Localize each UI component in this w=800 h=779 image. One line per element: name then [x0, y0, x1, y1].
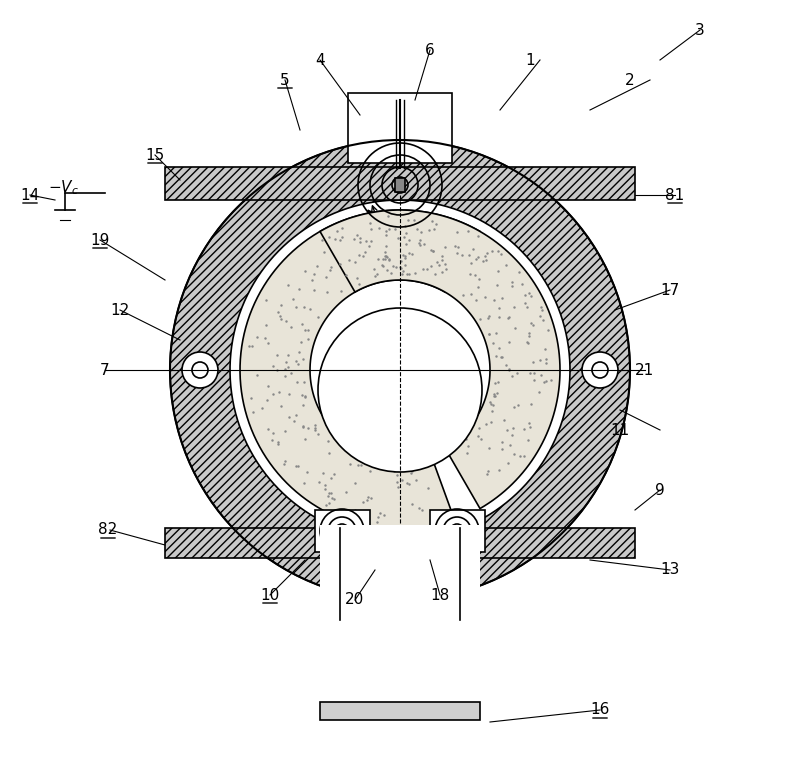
Text: $-V_c$: $-V_c$: [47, 178, 78, 197]
Polygon shape: [320, 525, 480, 620]
Text: 21: 21: [635, 362, 654, 378]
Circle shape: [582, 352, 618, 388]
Text: 14: 14: [20, 188, 40, 203]
Text: 16: 16: [590, 703, 610, 717]
Text: 13: 13: [660, 562, 680, 577]
Text: 17: 17: [660, 283, 680, 298]
Polygon shape: [165, 167, 635, 200]
Text: 82: 82: [98, 523, 118, 538]
Text: 7: 7: [100, 362, 110, 378]
Polygon shape: [320, 210, 560, 509]
Polygon shape: [170, 140, 400, 600]
Text: 19: 19: [90, 232, 110, 248]
Text: 18: 18: [430, 587, 450, 602]
Circle shape: [192, 362, 208, 378]
Text: 11: 11: [610, 422, 630, 438]
Polygon shape: [165, 528, 345, 558]
Polygon shape: [240, 210, 480, 530]
Text: 4: 4: [315, 52, 325, 68]
Text: 9: 9: [655, 482, 665, 498]
Bar: [348, 93, 452, 163]
Bar: [320, 702, 480, 720]
Circle shape: [318, 308, 482, 472]
Text: 3: 3: [695, 23, 705, 37]
Polygon shape: [400, 140, 630, 600]
Circle shape: [592, 362, 608, 378]
Text: 2: 2: [625, 72, 635, 87]
Text: 20: 20: [346, 593, 365, 608]
Text: 81: 81: [666, 188, 685, 203]
Bar: [395, 178, 405, 192]
Text: 1: 1: [525, 52, 535, 68]
Bar: [315, 510, 370, 552]
Circle shape: [182, 352, 218, 388]
Text: 12: 12: [110, 302, 130, 318]
Text: 5: 5: [280, 72, 290, 87]
Text: 15: 15: [146, 147, 165, 163]
Text: 6: 6: [425, 43, 435, 58]
Polygon shape: [455, 528, 635, 558]
Bar: [430, 510, 485, 552]
Text: 10: 10: [260, 587, 280, 602]
